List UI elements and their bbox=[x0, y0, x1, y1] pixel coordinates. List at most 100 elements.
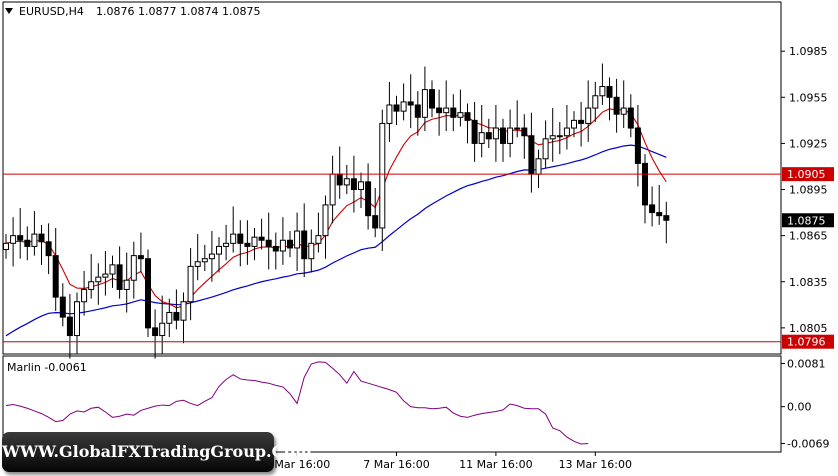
moving-averages bbox=[5, 108, 667, 337]
candle-body bbox=[599, 86, 606, 97]
candle-body bbox=[10, 235, 17, 244]
marlin-oscillator bbox=[5, 361, 589, 445]
candle-body bbox=[528, 135, 535, 175]
candle-body bbox=[102, 273, 109, 278]
candle-body bbox=[606, 86, 613, 98]
candle-body bbox=[130, 255, 137, 281]
candle-body bbox=[66, 316, 73, 337]
candle-body bbox=[3, 242, 9, 250]
candle-body bbox=[52, 255, 59, 298]
candle-body bbox=[237, 233, 244, 244]
price-tick-label: 1.0955 bbox=[789, 91, 828, 104]
current-price-box bbox=[782, 213, 834, 228]
candle-body bbox=[407, 101, 414, 106]
candle-body bbox=[244, 242, 251, 247]
level-label: 1.0905 bbox=[787, 168, 826, 181]
candles bbox=[3, 63, 670, 359]
candle-body bbox=[208, 253, 215, 260]
slow-ma-line bbox=[5, 144, 667, 337]
candle-body bbox=[649, 204, 656, 214]
candle-body bbox=[485, 132, 492, 140]
time-axis: 5 Mar 16:00 7 Mar 16:00 11 Mar 16:00 13 Mar… bbox=[264, 452, 632, 471]
candle-body bbox=[166, 311, 173, 324]
price-tick-label: 1.0805 bbox=[789, 322, 828, 335]
candle-body bbox=[642, 162, 648, 206]
price-tick-label: 1.0925 bbox=[789, 137, 828, 150]
candle-body bbox=[194, 261, 201, 267]
candle-body bbox=[656, 212, 663, 217]
candle-body bbox=[563, 127, 570, 137]
candle-body bbox=[145, 258, 151, 329]
time-tick-label: 11 Mar 16:00 bbox=[459, 458, 532, 471]
candle-body bbox=[88, 281, 95, 290]
ohlc-readout: 1.0876 1.0877 1.0874 1.0875 bbox=[96, 5, 260, 18]
osc-tick-label: 0.00 bbox=[787, 401, 812, 414]
candle-body bbox=[464, 112, 471, 121]
candle-body bbox=[45, 241, 52, 257]
candle-body bbox=[478, 132, 485, 144]
candle-body bbox=[620, 107, 627, 115]
osc-tick-label: 0.0081 bbox=[787, 357, 826, 370]
candle-body bbox=[31, 233, 38, 247]
candle-body bbox=[592, 95, 599, 109]
time-tick-label: 13 Mar 16:00 bbox=[559, 458, 632, 471]
price-tick-label: 1.0895 bbox=[789, 184, 828, 197]
level-label-box bbox=[782, 334, 834, 349]
candle-body bbox=[585, 107, 592, 124]
candle-body bbox=[315, 235, 322, 244]
candle-body bbox=[137, 255, 144, 260]
candle-body bbox=[386, 104, 393, 124]
candle-body bbox=[180, 301, 187, 321]
collapse-triangle-icon[interactable] bbox=[5, 8, 13, 14]
time-tick-label: 5 Mar 16:00 bbox=[264, 458, 330, 471]
candle-body bbox=[343, 178, 350, 186]
candle-body bbox=[301, 230, 308, 260]
candle-body bbox=[95, 276, 102, 283]
candle-body bbox=[634, 127, 641, 164]
candle-body bbox=[74, 301, 80, 337]
candle-body bbox=[201, 258, 208, 263]
price-axis: 1.0985 1.0955 1.0925 1.0895 1.0865 1.0835 1.08… bbox=[781, 45, 829, 450]
fast-ma-line bbox=[5, 108, 667, 309]
price-pane[interactable] bbox=[2, 1, 782, 355]
candle-body bbox=[116, 264, 123, 290]
candle-body bbox=[38, 233, 45, 243]
candle-body bbox=[571, 119, 577, 129]
osc-tick-label: -0.0069 bbox=[787, 437, 829, 450]
candle-body bbox=[471, 119, 478, 144]
candle-body bbox=[81, 288, 88, 303]
candle-body bbox=[578, 119, 585, 124]
candle-body bbox=[294, 230, 301, 249]
candle-body bbox=[556, 135, 563, 138]
candle-body bbox=[379, 122, 386, 229]
indicator-label: Marlin -0.0061 bbox=[7, 361, 87, 374]
candle-body bbox=[492, 127, 499, 140]
candle-body bbox=[350, 178, 357, 191]
candle-body bbox=[450, 107, 457, 118]
price-tick-label: 1.0835 bbox=[789, 276, 828, 289]
candle-body bbox=[507, 127, 514, 144]
price-tick-label: 1.0985 bbox=[789, 45, 828, 58]
price-tick-label: 1.0865 bbox=[789, 230, 828, 243]
candle-body bbox=[152, 327, 159, 337]
candle-body bbox=[265, 239, 272, 247]
candle-body bbox=[308, 242, 315, 260]
candle-body bbox=[443, 107, 450, 114]
candle-body bbox=[24, 239, 31, 247]
candle-body bbox=[336, 173, 343, 186]
candle-body bbox=[436, 107, 443, 114]
candle-body bbox=[258, 236, 265, 241]
candle-body bbox=[500, 127, 506, 144]
candle-body bbox=[549, 135, 556, 140]
candle-body bbox=[223, 242, 230, 247]
candle-body bbox=[17, 235, 24, 241]
level-label: 1.0796 bbox=[787, 336, 826, 349]
marlin-line bbox=[5, 361, 589, 445]
candle-body bbox=[514, 127, 521, 130]
candle-body bbox=[535, 158, 542, 175]
symbol-label: EURUSD,H4 bbox=[19, 5, 84, 18]
candle-body bbox=[173, 311, 180, 321]
candle-body bbox=[542, 138, 549, 160]
current-price-label: 1.0875 bbox=[787, 214, 826, 227]
